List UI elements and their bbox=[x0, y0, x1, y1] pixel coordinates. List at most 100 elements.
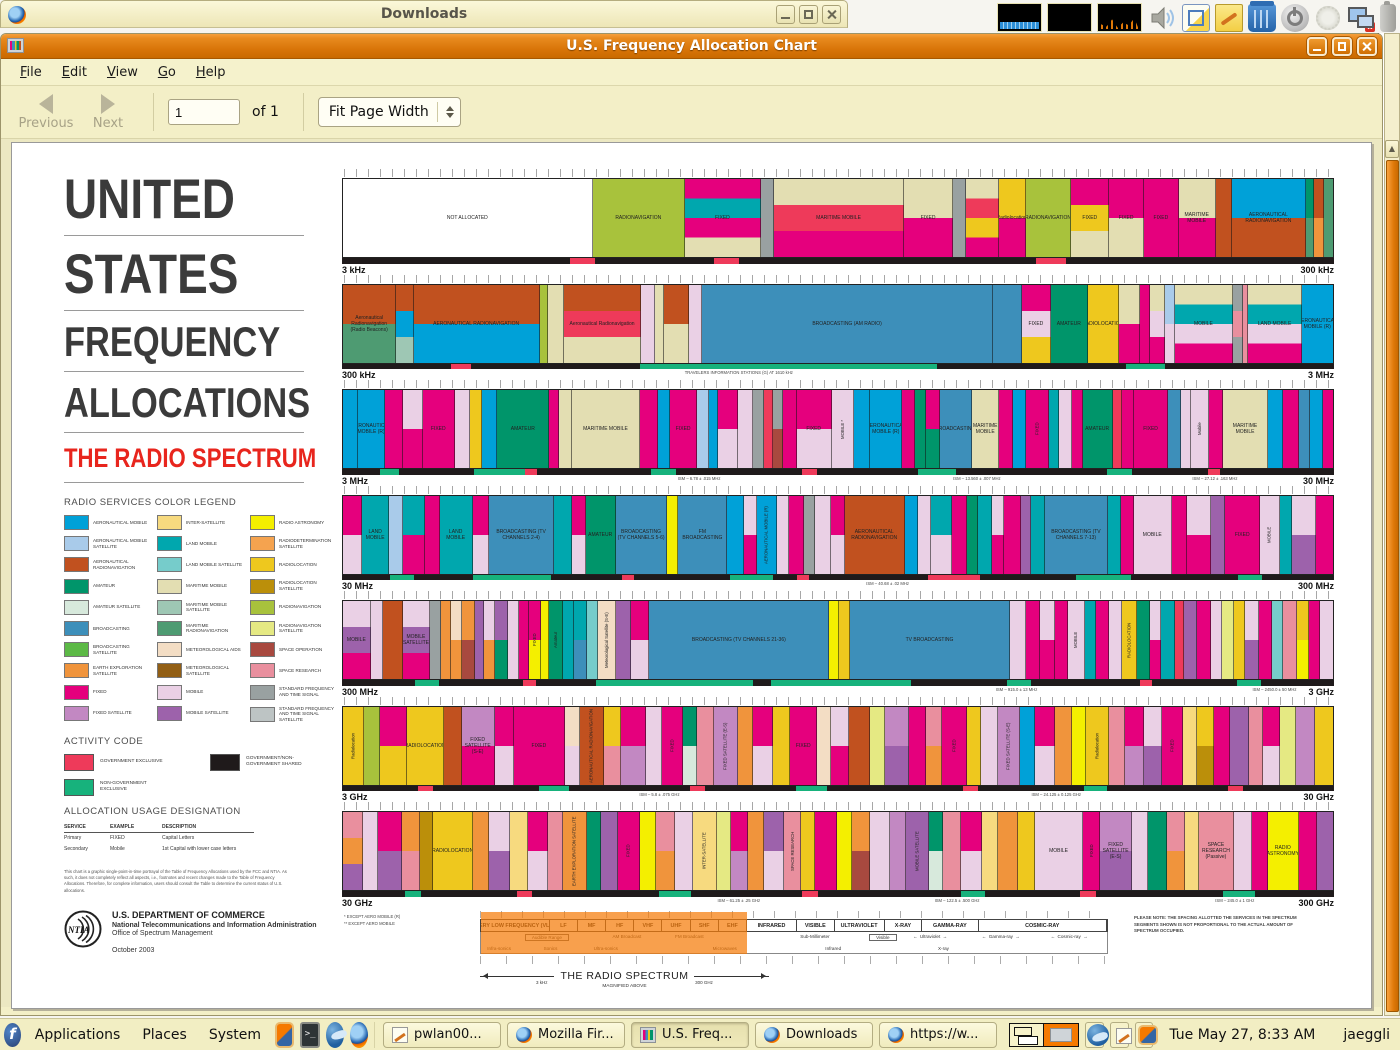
allocation-segment bbox=[1149, 601, 1161, 679]
downloads-maximize-button[interactable] bbox=[799, 5, 818, 24]
allocation-segment bbox=[1072, 706, 1086, 785]
thunderbird-launcher-icon[interactable] bbox=[325, 1021, 345, 1048]
firefox-launcher-icon[interactable] bbox=[350, 1021, 369, 1048]
row-start-frequency: 30 MHz bbox=[342, 581, 374, 591]
taskbar-window-https-w-[interactable]: https://w... bbox=[879, 1021, 997, 1048]
power-icon[interactable] bbox=[1281, 3, 1309, 32]
vm-tray-icon[interactable] bbox=[1134, 1021, 1158, 1048]
taskbar-window-mozilla-fir-[interactable]: Mozilla Fir... bbox=[507, 1021, 625, 1048]
row-end-frequency: 3 MHz bbox=[1307, 370, 1334, 380]
clipboard-tray-icon[interactable] bbox=[1109, 1021, 1132, 1048]
menu-help[interactable]: Help bbox=[195, 64, 226, 80]
downloads-scrollbar-thumb[interactable] bbox=[1386, 160, 1399, 1012]
allocation-segment: FIXED bbox=[904, 179, 954, 257]
allocation-segment: FIXED bbox=[1225, 495, 1261, 574]
battery-icon[interactable] bbox=[1380, 0, 1396, 32]
menu-file[interactable]: File bbox=[20, 64, 42, 80]
zoom-mode-select[interactable]: Fit Page Width bbox=[317, 97, 461, 127]
previous-button[interactable]: Previous bbox=[15, 93, 77, 131]
allocation-segment: AERONAUTICAL MOBILE (R) bbox=[1301, 284, 1333, 363]
system-monitor-cpu-applet[interactable] bbox=[997, 3, 1042, 32]
app-titlebar[interactable]: U.S. Frequency Allocation Chart bbox=[1, 34, 1382, 59]
row-start-frequency: 3 GHz bbox=[342, 792, 368, 802]
allocation-segment bbox=[1054, 706, 1073, 785]
app-minimize-button[interactable] bbox=[1307, 37, 1327, 56]
screenshot-tool-icon[interactable] bbox=[1182, 3, 1210, 32]
system-monitor-net-applet[interactable] bbox=[1097, 3, 1142, 32]
menu-view[interactable]: View bbox=[106, 64, 138, 80]
downloads-window-titlebar[interactable]: Downloads bbox=[0, 0, 848, 28]
taskbar-window-downloads[interactable]: Downloads bbox=[755, 1021, 873, 1048]
network-status-icon[interactable]: x bbox=[1347, 4, 1375, 32]
legend-label: FIXED SATELLITE bbox=[93, 710, 132, 716]
fedora-menu-icon[interactable]: f bbox=[4, 1022, 21, 1047]
menu-edit[interactable]: Edit bbox=[61, 64, 87, 80]
app-close-button[interactable] bbox=[1357, 37, 1377, 56]
segment-label: AMATEUR bbox=[510, 426, 535, 432]
segment-label: BROADCASTING bbox=[940, 426, 972, 432]
legend-swatch bbox=[64, 578, 89, 594]
segment-label: FIXED bbox=[531, 742, 547, 749]
allocation-segment bbox=[998, 812, 1018, 890]
downloads-minimize-button[interactable] bbox=[776, 5, 795, 24]
allocation-segment bbox=[1215, 179, 1232, 257]
downloads-scrollbar[interactable]: ▲ bbox=[1384, 33, 1400, 1016]
trash-icon[interactable] bbox=[1248, 0, 1276, 32]
allocation-segment bbox=[484, 601, 496, 679]
taskbar-window-u-s-freq-[interactable]: U.S. Freq... bbox=[631, 1021, 749, 1048]
document-area[interactable]: UNITED STATES FREQUENCY ALLOCATIONS THE … bbox=[1, 139, 1382, 1009]
allocation-segment bbox=[1165, 284, 1175, 363]
segment-label: BROADCASTING (TV CHANNELS 7-13) bbox=[1051, 528, 1101, 541]
allocation-segment: AMATEUR bbox=[1050, 284, 1088, 363]
downloads-close-button[interactable] bbox=[822, 5, 841, 24]
segment-label: FIXED bbox=[806, 426, 822, 432]
app-maximize-button[interactable] bbox=[1332, 37, 1352, 56]
brightness-icon[interactable] bbox=[1314, 3, 1342, 32]
terminal-launcher-icon[interactable]: >_ bbox=[300, 1021, 320, 1048]
system-menu[interactable]: System bbox=[208, 1026, 262, 1043]
places-menu[interactable]: Places bbox=[142, 1026, 187, 1043]
page-number-input[interactable] bbox=[168, 99, 240, 125]
workspace-1[interactable] bbox=[1010, 1023, 1044, 1046]
band-designation-cell: GAMMA-RAY bbox=[922, 920, 979, 931]
allocation-segment bbox=[764, 390, 774, 468]
workspace-pager[interactable] bbox=[1009, 1022, 1079, 1047]
notes-icon[interactable] bbox=[1215, 3, 1243, 32]
allocation-segment bbox=[1209, 390, 1224, 468]
applications-menu[interactable]: Applications bbox=[34, 1026, 121, 1043]
allocation-segment bbox=[1196, 706, 1215, 785]
legend-item: AMATEUR bbox=[64, 578, 150, 594]
allocation-segment bbox=[1149, 284, 1166, 363]
taskbar-window-pwlan00-[interactable]: pwlan00... bbox=[383, 1021, 501, 1048]
allocation-segment bbox=[763, 812, 784, 890]
allocation-segment bbox=[803, 495, 815, 574]
volume-icon[interactable] bbox=[1147, 3, 1177, 33]
allocation-segment bbox=[716, 812, 731, 890]
menu-go[interactable]: Go bbox=[157, 64, 176, 80]
allocation-segment bbox=[885, 706, 909, 785]
toolbar-separator bbox=[302, 93, 304, 131]
vm-launcher-icon[interactable] bbox=[275, 1021, 295, 1048]
allocation-segment bbox=[999, 390, 1014, 468]
allocation-segment bbox=[1171, 495, 1187, 574]
segment-label: SPACE RESEARCH (Passive) bbox=[1202, 842, 1230, 860]
segment-label: FIXED bbox=[1034, 422, 1040, 436]
firefox-icon bbox=[764, 1026, 780, 1043]
allocation-segment bbox=[474, 601, 485, 679]
workspace-2-active[interactable] bbox=[1044, 1023, 1078, 1046]
ism-note: ISM – 13.560 ± .007 MHz bbox=[953, 475, 1001, 481]
allocation-segment bbox=[683, 706, 697, 785]
ism-note: ISM – 61.25 ± .25 GHz bbox=[717, 897, 761, 903]
allocation-segment bbox=[1232, 284, 1243, 363]
allocation-segment bbox=[1299, 812, 1317, 890]
allocation-segment: MOBILE SATELLITE bbox=[402, 601, 431, 679]
system-monitor-mem-applet[interactable] bbox=[1047, 3, 1092, 32]
clock[interactable]: Tue May 27, 8:33 AM bbox=[1169, 1026, 1316, 1043]
next-button[interactable]: Next bbox=[77, 93, 139, 131]
segment-label: FIXED bbox=[920, 215, 936, 221]
thunderbird-tray-icon[interactable] bbox=[1085, 1021, 1109, 1048]
legend-label: MARITIME MOBILE bbox=[186, 583, 228, 589]
allocation-segment: MOBILE bbox=[1260, 495, 1280, 574]
scrollbar-up-icon[interactable]: ▲ bbox=[1385, 140, 1399, 158]
color-legend: AERONAUTICAL MOBILE AERONAUTICAL MOBILE S… bbox=[64, 515, 336, 723]
